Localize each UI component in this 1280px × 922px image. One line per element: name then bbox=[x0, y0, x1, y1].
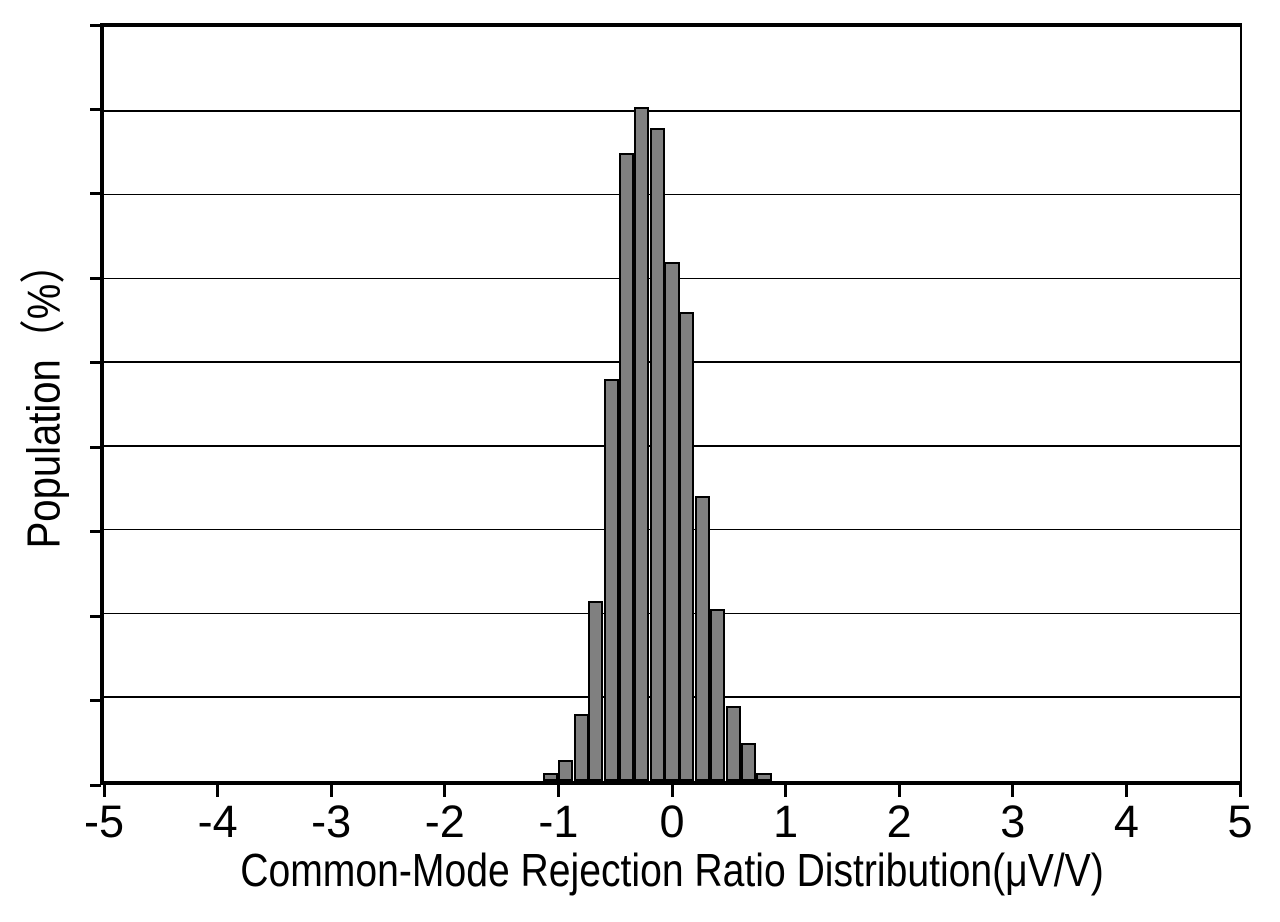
y-tick bbox=[90, 192, 101, 196]
histogram-bar bbox=[740, 743, 756, 781]
y-axis-label: Population（%） bbox=[17, 243, 70, 549]
x-tick-label: -5 bbox=[83, 796, 125, 847]
histogram-bar bbox=[542, 772, 559, 781]
gridline bbox=[104, 110, 1240, 112]
x-tick-label: -1 bbox=[538, 796, 579, 847]
x-tick-label: 3 bbox=[1000, 796, 1026, 847]
histogram-bar bbox=[649, 127, 665, 781]
x-tick bbox=[216, 784, 220, 797]
x-tick bbox=[443, 784, 447, 797]
histogram-bar bbox=[604, 378, 620, 781]
x-tick bbox=[556, 784, 560, 797]
y-tick bbox=[90, 530, 101, 534]
gridline bbox=[104, 193, 1240, 196]
y-tick bbox=[90, 783, 101, 787]
histogram-bar bbox=[588, 600, 604, 781]
histogram-bar bbox=[633, 106, 649, 781]
x-tick bbox=[102, 784, 106, 797]
x-tick-label: 2 bbox=[886, 796, 912, 847]
x-tick-label: 5 bbox=[1227, 796, 1253, 847]
x-tick bbox=[784, 784, 788, 797]
x-tick-label: -4 bbox=[197, 796, 238, 847]
x-tick-label: 1 bbox=[773, 796, 799, 847]
y-tick bbox=[90, 699, 101, 703]
x-tick-label: -2 bbox=[424, 796, 465, 847]
y-tick bbox=[90, 614, 101, 618]
x-tick bbox=[329, 784, 333, 797]
histogram-bar bbox=[695, 496, 711, 781]
x-tick bbox=[1238, 784, 1242, 797]
histogram-bar bbox=[664, 261, 680, 781]
histogram-bar bbox=[709, 609, 726, 781]
x-tick bbox=[670, 784, 674, 797]
histogram-bar bbox=[618, 152, 635, 781]
x-tick bbox=[1124, 784, 1128, 797]
x-tick bbox=[897, 784, 901, 797]
x-tick-label: 0 bbox=[659, 796, 685, 847]
y-tick bbox=[90, 23, 101, 27]
plot-area bbox=[100, 23, 1242, 785]
x-tick-label: -3 bbox=[311, 796, 352, 847]
histogram-bar bbox=[725, 705, 741, 781]
x-axis-label: Common-Mode Rejection Ratio Distribution… bbox=[240, 844, 1104, 896]
histogram-bar bbox=[679, 311, 695, 781]
y-tick bbox=[90, 361, 101, 365]
x-tick-label: 4 bbox=[1113, 796, 1139, 847]
y-tick bbox=[90, 107, 101, 111]
y-tick bbox=[90, 445, 101, 449]
histogram-bar bbox=[756, 772, 772, 781]
histogram-bar bbox=[557, 760, 573, 781]
x-tick bbox=[1011, 784, 1015, 797]
histogram-bar bbox=[573, 713, 589, 781]
y-tick bbox=[90, 276, 101, 280]
